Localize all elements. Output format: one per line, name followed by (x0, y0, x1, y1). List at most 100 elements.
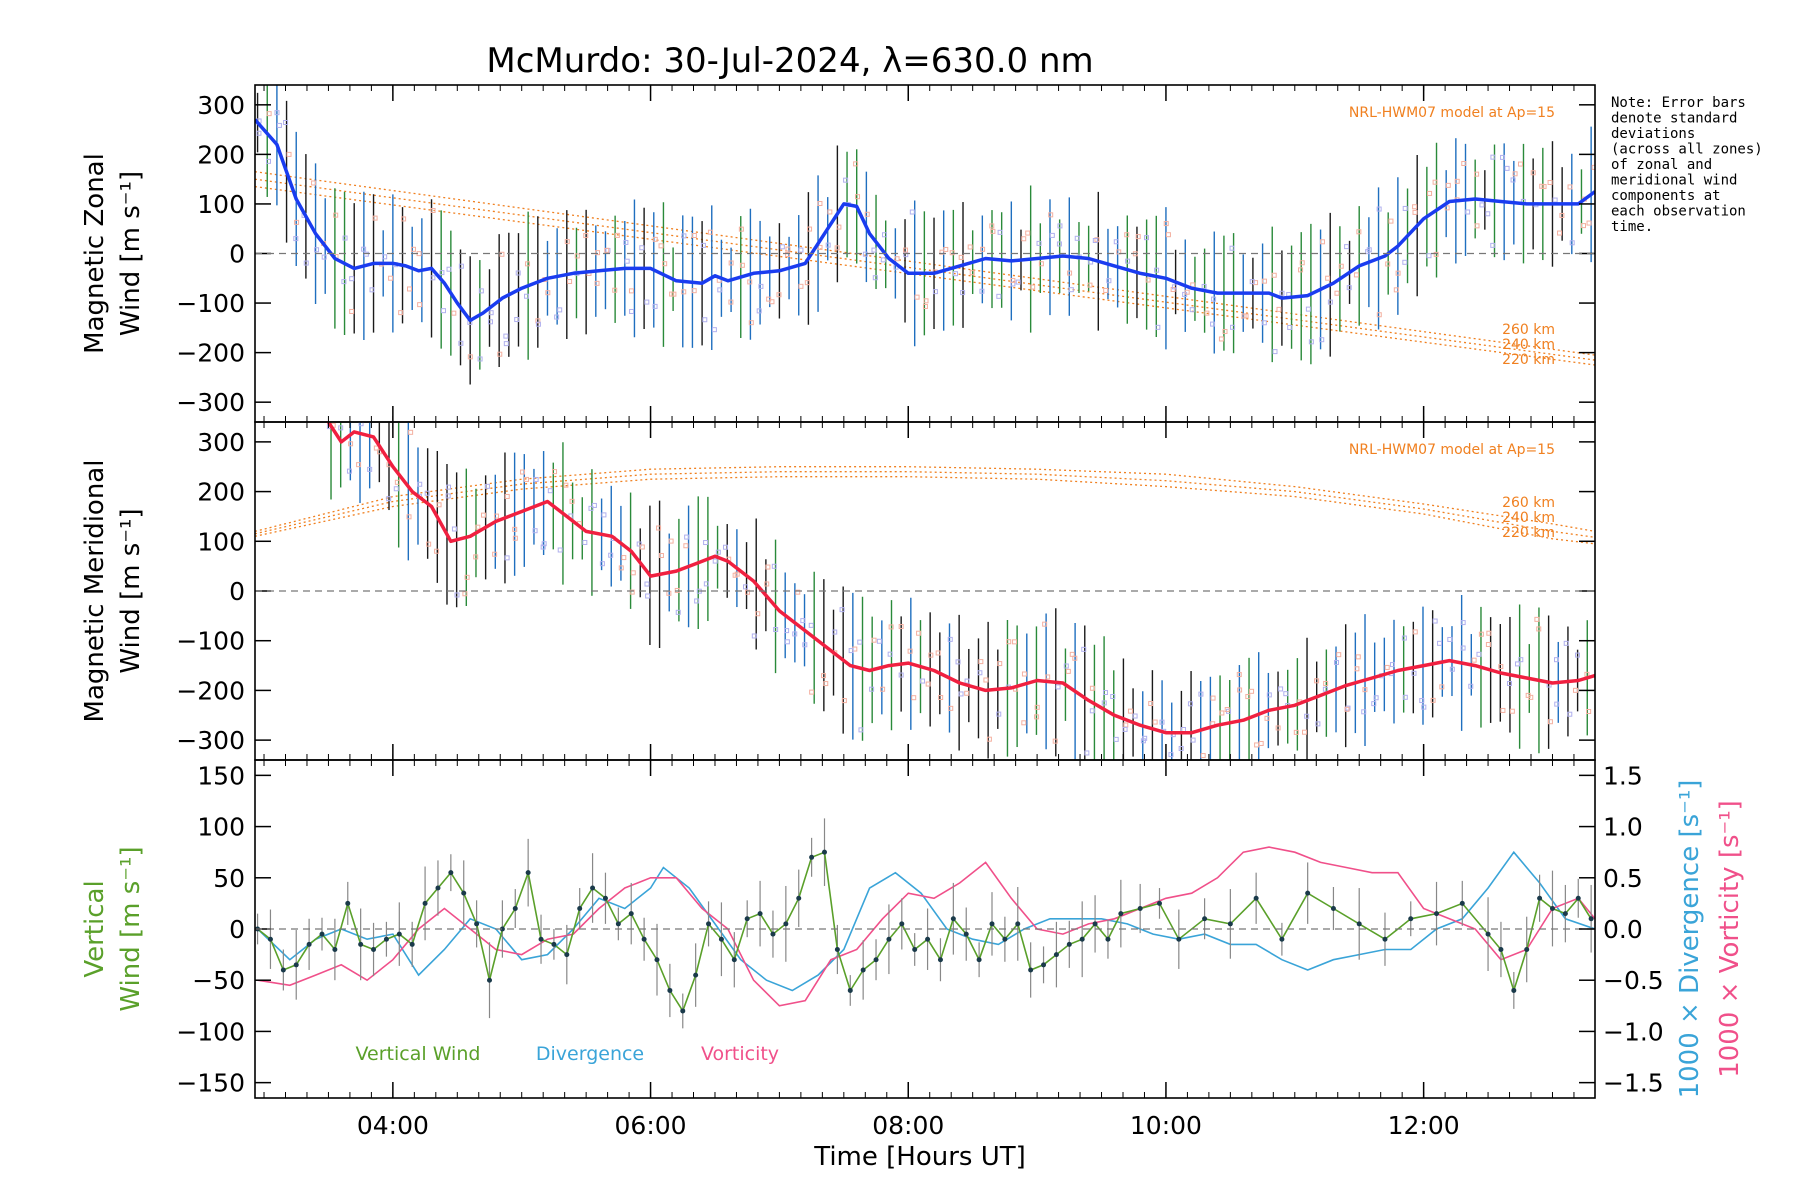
vertical-wind-point (809, 854, 815, 860)
zone-sample (1287, 324, 1293, 330)
zone-sample (986, 736, 992, 742)
zone-sample (764, 581, 770, 587)
vertical-wind-point (345, 900, 351, 906)
zone-sample (1148, 701, 1154, 707)
vertical-wind-point (950, 916, 956, 922)
vertical-wind-point (796, 895, 802, 901)
zone-sample (1276, 306, 1282, 312)
zone-sample (401, 216, 407, 222)
note-line: meridional wind (1611, 173, 1737, 189)
zone-sample (983, 677, 989, 683)
zone-sample (1412, 209, 1418, 215)
zone-sample (1361, 709, 1367, 715)
zone-sample (869, 686, 875, 692)
zone-sample (1402, 694, 1408, 700)
zone-sample (1272, 349, 1278, 355)
zone-sample (1110, 694, 1116, 700)
vertical-wind-point (963, 931, 969, 937)
zone-sample (711, 327, 717, 333)
zone-sample (1159, 719, 1165, 725)
zone-sample (1384, 664, 1390, 670)
zone-sample (1447, 636, 1453, 642)
zone-sample (494, 513, 500, 519)
zone-sample (1465, 209, 1471, 215)
zone-sample (967, 244, 973, 250)
zone-sample (843, 177, 849, 183)
zone-sample (1586, 220, 1592, 226)
zone-sample (1030, 284, 1036, 290)
zone-sample (436, 502, 442, 508)
zone-sample (743, 584, 749, 590)
zone-sample (872, 275, 878, 281)
zone-sample (629, 589, 635, 595)
zone-sample (504, 555, 510, 561)
y-right-label: 1000 × Divergence [s⁻¹] (1675, 780, 1705, 1099)
zone-sample (1323, 680, 1329, 686)
zone-sample (1224, 707, 1230, 713)
zone-sample (1530, 170, 1536, 176)
zone-sample (520, 469, 526, 475)
y-axis-label: Vertical (80, 880, 110, 977)
vertical-wind-point (718, 936, 724, 942)
zone-sample (1015, 279, 1021, 285)
zone-sample (1334, 290, 1340, 296)
zone-sample (1154, 267, 1160, 273)
zone-sample (563, 482, 569, 488)
legend-item: Vorticity (701, 1043, 779, 1065)
zone-sample (1439, 684, 1445, 690)
zone-sample (1581, 223, 1587, 229)
vertical-wind-point (628, 911, 634, 917)
zone-sample (1515, 661, 1521, 667)
zone-sample (804, 280, 810, 286)
zone-sample (1102, 690, 1108, 696)
zone-sample (1591, 164, 1595, 170)
zone-sample (858, 727, 864, 733)
zone-sample (1045, 674, 1051, 680)
zone-sample (1068, 287, 1074, 293)
zone-sample (1219, 710, 1225, 716)
zone-sample (1500, 707, 1506, 713)
zone-sample (601, 512, 607, 518)
zone-sample (784, 639, 790, 645)
zone-sample (614, 232, 620, 238)
zone-sample (512, 526, 518, 532)
zone-sample (817, 201, 823, 207)
vertical-wind-point (1066, 941, 1072, 947)
vertical-wind-point (461, 890, 467, 896)
zone-sample (1572, 687, 1578, 693)
zone-sample (386, 496, 392, 502)
zone-sample (728, 260, 734, 266)
zone-sample (903, 252, 909, 258)
zone-sample (1315, 721, 1321, 727)
zone-sample (1152, 719, 1158, 725)
zone-sample (809, 689, 815, 695)
zone-sample (407, 286, 413, 292)
zone-sample (1087, 282, 1093, 288)
zone-sample (871, 637, 877, 643)
zone-sample (644, 299, 650, 305)
zone-sample (623, 239, 629, 245)
y-tick-label: 300 (197, 91, 245, 120)
zone-sample (1552, 197, 1558, 203)
zone-sample (1122, 726, 1128, 732)
zone-sample (1474, 171, 1480, 177)
y-right-tick-label: −1.5 (1603, 1069, 1664, 1098)
vertical-wind-point (1202, 916, 1208, 922)
zone-sample (535, 321, 541, 327)
zone-sample (832, 629, 838, 635)
zone-sample (925, 681, 931, 687)
zone-sample (943, 246, 949, 252)
zone-sample (464, 574, 470, 580)
x-axis-label: Time [Hours UT] (813, 1142, 1026, 1172)
zone-sample (907, 648, 913, 654)
zone-sample (894, 256, 900, 262)
vertical-wind-point (1227, 921, 1233, 927)
zone-sample (1432, 618, 1438, 624)
zone-sample (497, 351, 503, 357)
zone-sample (583, 233, 589, 239)
zone-sample (1345, 705, 1351, 711)
zone-sample (1254, 742, 1260, 748)
zone-sample (488, 310, 494, 316)
zone-sample (612, 287, 618, 293)
